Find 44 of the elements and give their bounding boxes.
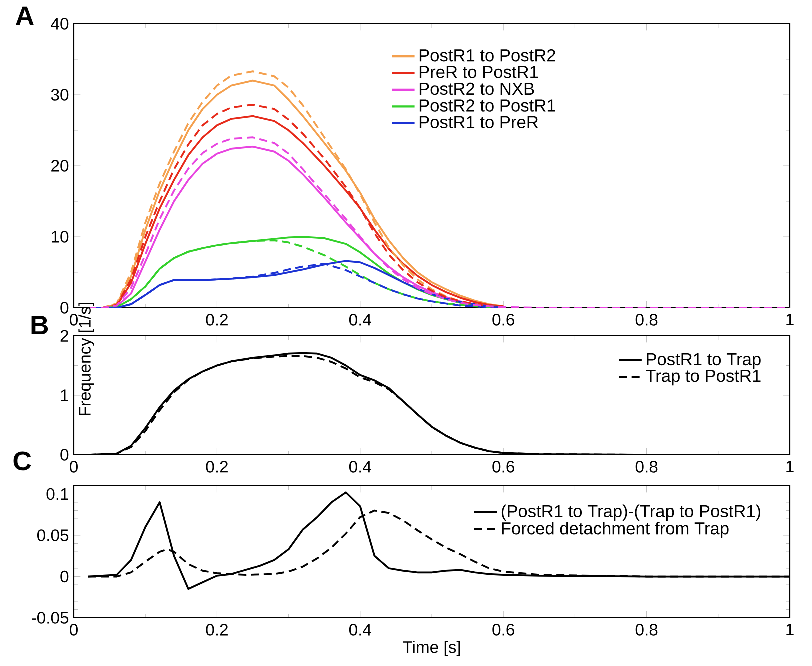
x-tick-label: 1 [786,314,794,326]
x-tick-label: 0.8 [636,624,658,636]
y-tick-label: 20 [52,160,69,172]
x-tick-label: 0.6 [492,624,514,636]
y-tick-label: 0.05 [38,530,69,542]
legend-label: PostR1 to PostR2 [420,49,556,62]
x-tick-label: 1 [786,461,794,473]
chart-title: A [16,6,34,26]
legend-label: (PostR1 to Trap)-(Trap to PostR1) [502,504,761,521]
legend-label: Trap to PostR1 [646,370,761,386]
x-tick-label: 0 [70,461,78,473]
legend-label: Forced detachment from Trap [502,522,729,538]
x-tick-label: 0 [70,314,78,326]
legend-label: PostR2 to PostR1 [420,100,556,112]
x-tick-label: 1 [786,624,794,636]
x-tick-label: 0.2 [206,314,228,326]
legend-label: PostR2 to NXB [420,82,534,96]
x-tick-label: 0 [70,624,78,636]
x-tick-label: 0.6 [492,314,514,326]
y-tick-label: 40 [51,18,69,30]
x-tick-label: 0.4 [349,314,372,326]
y-axis-title: Frequency [1/s] [78,303,94,416]
y-tick-label: 0 [60,449,69,461]
chart-title: C [14,452,32,471]
y-tick-label: -0.05 [32,612,69,624]
y-tick-label: 2 [60,330,68,342]
x-tick-label: 0.8 [636,461,658,473]
y-tick-label: 0 [60,302,69,314]
y-tick-label: 10 [52,231,69,243]
x-tick-label: 0.2 [206,461,228,473]
x-tick-label: 0.8 [636,314,658,326]
legend-label: PreR to PostR1 [420,66,538,78]
y-tick-label: 0.1 [46,488,68,500]
legend-label: PostR1 to Trap [647,354,761,370]
legend-label: PostR1 to PreR [420,116,538,128]
x-tick-label: 0.4 [349,624,372,636]
y-tick-label: 30 [51,89,69,101]
x-tick-label: 0.6 [492,461,514,473]
x-tick-label: 0.2 [206,624,228,636]
y-tick-label: 0 [60,570,69,583]
x-tick-label: 0.4 [349,461,372,473]
chart-title: B [32,316,48,335]
x-axis-title: Time [s] [403,640,460,657]
y-tick-label: 1 [61,390,68,402]
